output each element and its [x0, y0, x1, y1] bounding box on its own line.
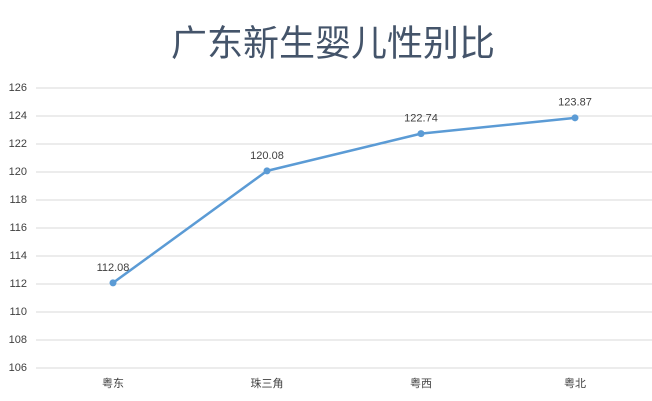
- marker: [571, 114, 579, 122]
- data-label: 120.08: [250, 150, 284, 162]
- chart-title: 广东新生婴儿性别比: [171, 23, 495, 64]
- x-tick-label: 粤东: [102, 376, 124, 390]
- data-label: 112.08: [97, 262, 130, 274]
- y-tick-label: 106: [9, 362, 27, 374]
- x-tick-label: 粤西: [410, 376, 432, 390]
- y-tick-label: 122: [9, 138, 27, 150]
- line: [112, 116, 576, 284]
- data-label: 123.87: [558, 97, 592, 109]
- y-tick-label: 118: [9, 194, 27, 206]
- y-tick-label: 112: [9, 278, 27, 290]
- y-tick-label: 114: [9, 250, 27, 262]
- y-tick-label: 124: [9, 110, 27, 122]
- marker: [417, 130, 425, 138]
- y-tick-label: 108: [9, 334, 27, 346]
- y-tick-label: 120: [9, 166, 27, 178]
- y-tick-label: 126: [9, 82, 27, 94]
- data-label: 122.74: [404, 113, 438, 125]
- marker: [263, 167, 271, 175]
- x-tick-label: 珠三角: [251, 376, 284, 390]
- y-tick-label: 110: [9, 306, 27, 318]
- x-tick-label: 粤北: [564, 376, 586, 390]
- marker: [109, 279, 117, 287]
- y-tick-label: 116: [9, 222, 27, 234]
